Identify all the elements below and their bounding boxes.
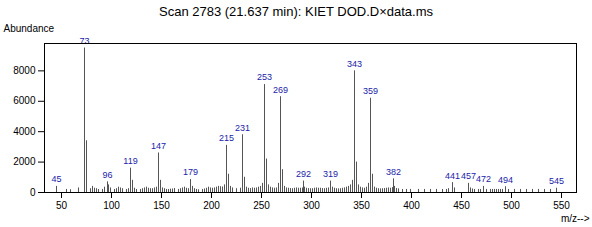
svg-text:457: 457 — [461, 171, 476, 181]
svg-text:269: 269 — [273, 85, 288, 95]
svg-text:45: 45 — [51, 174, 61, 184]
svg-text:472: 472 — [476, 174, 491, 184]
svg-text:382: 382 — [386, 167, 401, 177]
svg-text:179: 179 — [183, 167, 198, 177]
svg-text:545: 545 — [549, 176, 564, 186]
svg-text:400: 400 — [403, 200, 420, 211]
svg-text:73: 73 — [79, 36, 89, 46]
svg-text:441: 441 — [445, 170, 460, 180]
svg-text:m/z-->: m/z--> — [561, 213, 590, 224]
svg-text:231: 231 — [235, 123, 250, 133]
svg-text:147: 147 — [151, 141, 166, 151]
svg-text:0: 0 — [30, 187, 36, 198]
svg-text:50: 50 — [56, 200, 68, 211]
svg-text:150: 150 — [153, 200, 170, 211]
svg-text:300: 300 — [303, 200, 320, 211]
html-text:Scan 2783 (21.637 min): KIET D: Scan 2783 (21.637 min): KIET DOD.D×data.… — [159, 4, 433, 19]
svg-text:200: 200 — [203, 200, 220, 211]
svg-text:253: 253 — [257, 72, 272, 82]
svg-text:450: 450 — [453, 200, 470, 211]
svg-text:343: 343 — [347, 59, 362, 69]
svg-text:119: 119 — [123, 156, 137, 166]
svg-text:350: 350 — [353, 200, 370, 211]
svg-text:494: 494 — [498, 175, 513, 185]
svg-text:6000: 6000 — [13, 95, 36, 106]
svg-text:4000: 4000 — [13, 126, 36, 137]
svg-text:359: 359 — [363, 86, 378, 96]
svg-text:96: 96 — [102, 170, 112, 180]
svg-text:215: 215 — [219, 133, 234, 143]
svg-text:250: 250 — [253, 200, 270, 211]
svg-text:Abundance: Abundance — [4, 23, 55, 34]
svg-text:319: 319 — [323, 169, 338, 179]
svg-text:292: 292 — [296, 169, 311, 179]
svg-text:500: 500 — [503, 200, 520, 211]
svg-text:550: 550 — [553, 200, 570, 211]
svg-text:8000: 8000 — [13, 65, 36, 76]
svg-text:100: 100 — [103, 200, 120, 211]
svg-text:2000: 2000 — [13, 156, 36, 167]
